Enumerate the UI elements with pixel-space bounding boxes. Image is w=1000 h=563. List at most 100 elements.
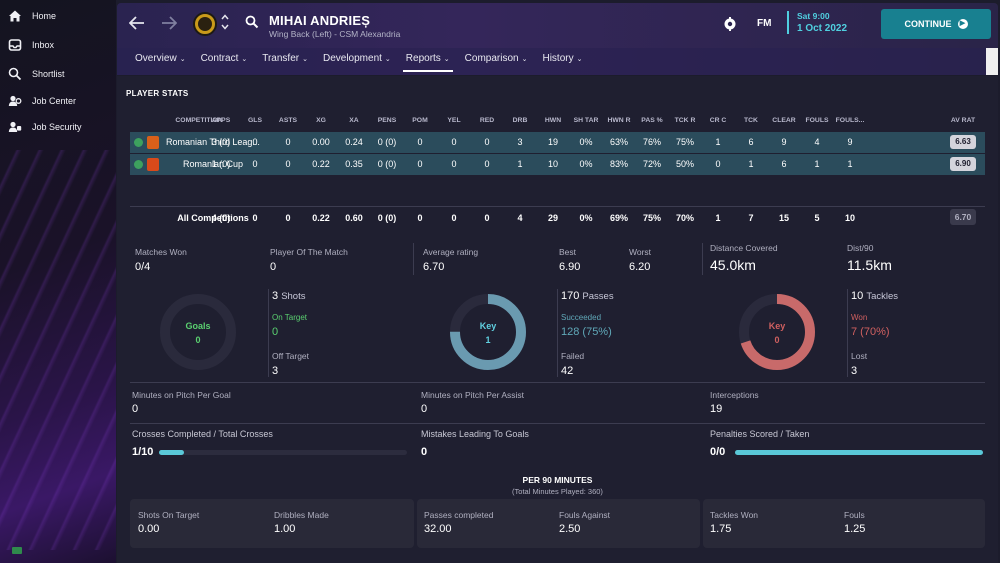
table-cell: 6 <box>781 159 787 169</box>
column-header[interactable]: PENS <box>377 117 397 124</box>
table-cell: 9 <box>781 137 787 147</box>
distance-value: 45.0km <box>710 257 756 273</box>
column-header[interactable]: DRB <box>512 117 528 124</box>
section-title: PLAYER STATS <box>126 89 189 98</box>
column-header[interactable]: SH TAR <box>573 117 599 124</box>
column-header[interactable]: XA <box>349 117 359 124</box>
tackles-count-value: 10 <box>851 290 864 302</box>
table-cell: 1 (0) <box>211 159 231 169</box>
tackles-donut-label: Key <box>768 321 786 331</box>
shots-count-label: Shots <box>281 291 306 302</box>
tab-comparison[interactable]: Comparison ⌄ <box>459 48 537 75</box>
column-header[interactable]: FOULS... <box>835 117 865 124</box>
column-header[interactable]: TCK R <box>674 117 696 124</box>
succeeded-label: Succeeded <box>561 313 602 322</box>
tab-transfer[interactable]: Transfer ⌄ <box>256 48 317 75</box>
check-icon <box>134 160 143 169</box>
fm-menu[interactable]: FM <box>757 18 772 29</box>
tackles-count: 10 Tackles <box>851 290 898 302</box>
shots-count: 3 Shots <box>272 290 305 302</box>
column-header[interactable]: FOULS <box>805 117 829 124</box>
column-header[interactable]: HWN R <box>607 117 631 124</box>
sidebar-item-job-center[interactable]: Job Center <box>8 94 76 108</box>
column-header[interactable]: YEL <box>447 117 461 124</box>
sidebar-item-home[interactable]: Home <box>8 9 56 23</box>
table-cell: 0 <box>451 137 457 147</box>
column-header[interactable]: PAS % <box>641 117 663 124</box>
scroll-handle[interactable] <box>986 48 998 75</box>
divider <box>413 243 414 275</box>
date-full: 1 Oct 2022 <box>797 23 848 34</box>
table-cell: 0 <box>451 159 457 169</box>
total-cell: 0 <box>252 213 258 223</box>
per90-card: Passes completed 32.00 Fouls Against 2.5… <box>417 499 700 548</box>
home-icon <box>9 10 21 22</box>
table-cell: 0 <box>484 159 490 169</box>
avg-rating-badge: 6.63 <box>950 135 976 149</box>
table-cell: 0 (0) <box>377 159 397 169</box>
shots-count-value: 3 <box>272 290 279 302</box>
distance-label: Distance Covered <box>710 243 778 253</box>
penalties-bar-fill <box>735 450 983 455</box>
table-row[interactable]: Romanian Third Leag... 3 (0) 0 0 0.00 0.24 0 (… <box>130 132 985 153</box>
club-badge[interactable] <box>193 12 217 36</box>
player-switcher[interactable] <box>221 13 229 34</box>
column-header[interactable]: POM <box>412 117 428 124</box>
column-header[interactable]: RED <box>479 117 495 124</box>
tab-contract[interactable]: Contract ⌄ <box>195 48 257 75</box>
divider <box>847 289 848 377</box>
sidebar-item-job-security[interactable]: Job Security <box>8 120 82 134</box>
tab-history[interactable]: History ⌄ <box>536 48 591 75</box>
tab-overview[interactable]: Overview ⌄ <box>129 48 195 75</box>
per90-label: Fouls Against <box>559 510 611 520</box>
column-header[interactable]: CLEAR <box>772 117 796 124</box>
table-row[interactable]: Romanian Cup 1 (0) 0 0 0.22 0.35 0 (0) 0 0 0 1 10 0%… <box>130 154 985 175</box>
arrow-right-icon <box>162 16 178 30</box>
total-cell: 5 <box>814 213 820 223</box>
table-cell: 0 (0) <box>377 137 397 147</box>
per90-label: Tackles Won <box>710 510 759 520</box>
table-cell: 0% <box>579 137 593 147</box>
settings-icon[interactable] <box>723 17 737 34</box>
sidebar-item-label: Shortlist <box>32 69 65 79</box>
sidebar-item-label: Inbox <box>32 40 55 50</box>
total-cell: 0.60 <box>345 213 363 223</box>
column-header[interactable]: AV RAT <box>950 117 976 124</box>
column-header[interactable]: HWN <box>544 117 562 124</box>
column-header[interactable]: ASTS <box>278 117 298 124</box>
total-cell: 0 <box>484 213 490 223</box>
total-cell: 0 <box>285 213 291 223</box>
check-icon <box>134 138 143 147</box>
total-cell: 15 <box>778 213 789 223</box>
goals-donut-label: Goals <box>185 321 211 331</box>
forward-button[interactable] <box>161 15 178 35</box>
column-header[interactable]: GLS <box>248 117 262 124</box>
column-header[interactable]: XG <box>316 117 326 124</box>
search-icon[interactable] <box>245 15 259 32</box>
goals-donut <box>160 294 236 370</box>
sidebar-item-label: Job Security <box>32 122 82 132</box>
on-target-label: On Target <box>272 313 307 322</box>
total-label: All Competitions <box>177 213 249 223</box>
passes-count: 170 Passes <box>561 290 614 302</box>
chevron-down-icon: ⌄ <box>241 56 248 63</box>
competition-logo <box>147 158 159 171</box>
sidebar-item-shortlist[interactable]: Shortlist <box>8 67 65 81</box>
per90-card: Shots On Target 0.00 Dribbles Made 1.00 <box>130 499 414 548</box>
table-cell: 9 <box>847 137 853 147</box>
tab-reports[interactable]: Reports ⌄ <box>400 48 459 75</box>
continue-button[interactable]: CONTINUE ▶ <box>881 9 991 39</box>
chevron-down-icon: ⌄ <box>443 56 450 63</box>
tab-development[interactable]: Development ⌄ <box>317 48 400 75</box>
total-cell: 7 <box>748 213 754 223</box>
sidebar-item-inbox[interactable]: Inbox <box>8 38 54 52</box>
divider <box>557 289 558 377</box>
back-button[interactable] <box>128 15 145 35</box>
column-header[interactable]: APPS <box>211 117 231 124</box>
total-cell: 4 <box>517 213 523 223</box>
column-header[interactable]: COMPETITION <box>175 117 223 124</box>
column-header[interactable]: TCK <box>744 117 758 124</box>
succeeded-value: 128 (75%) <box>561 326 612 338</box>
column-header[interactable]: CR C <box>709 117 727 124</box>
total-cell: 4 (0) <box>211 213 231 223</box>
